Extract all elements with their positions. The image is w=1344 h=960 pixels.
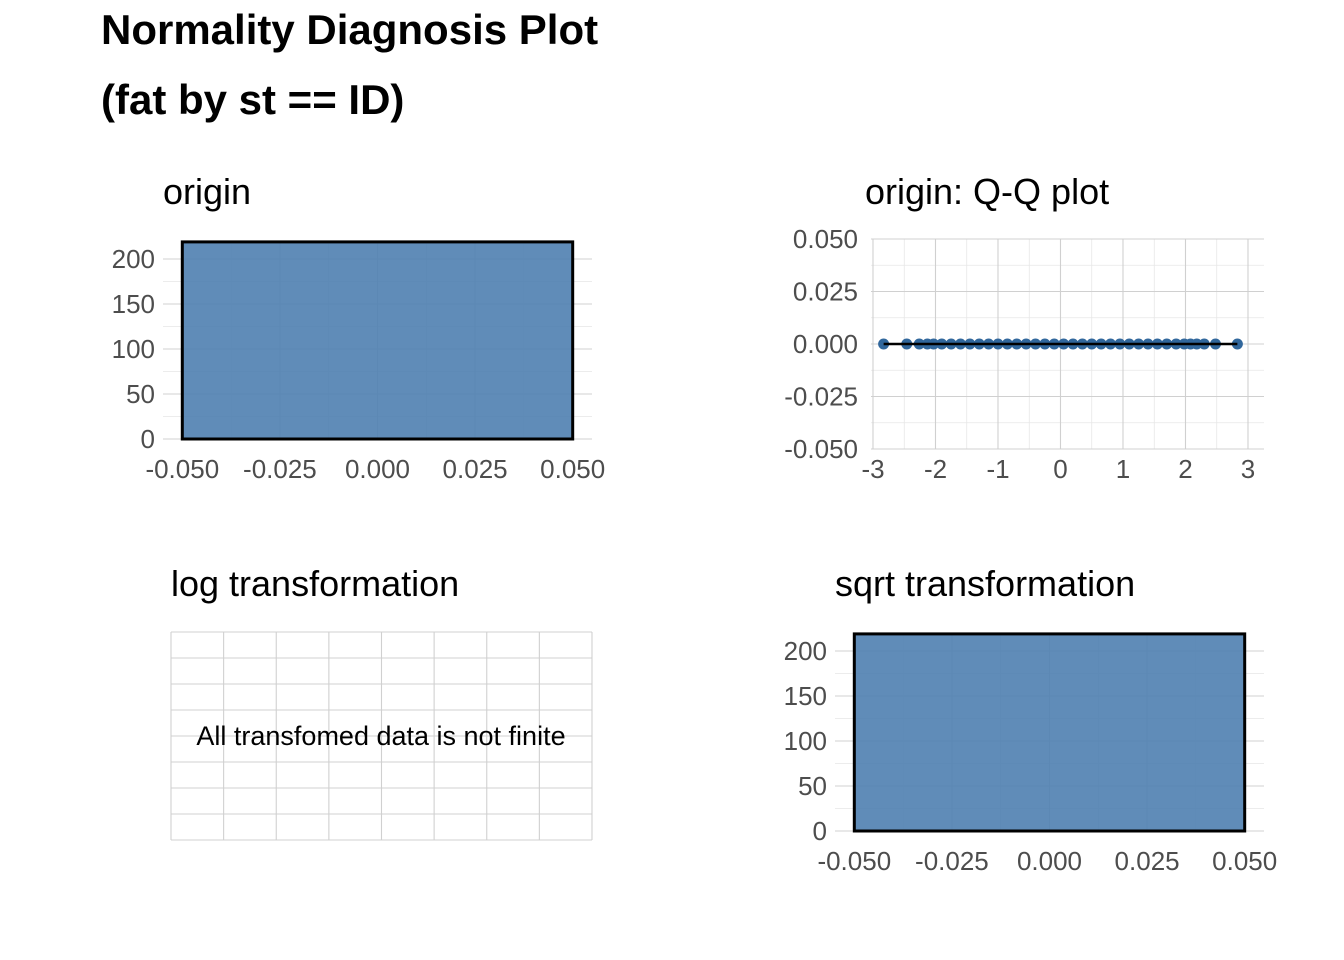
qq-x-tick-label: 0 — [1053, 454, 1067, 484]
sqrt-y-tick-label: 100 — [784, 726, 827, 756]
origin-x-tick-label: 0.000 — [345, 454, 410, 484]
qq-plot: -3 -2 -1 0 1 2 3 -0.050 -0.025 0.000 0.025 0.050 — [784, 224, 1264, 484]
qq-y-tick-label: -0.050 — [784, 434, 858, 464]
qq-x-tick-label: 2 — [1178, 454, 1192, 484]
origin-y-tick-label: 50 — [126, 379, 155, 409]
origin-y-tick-label: 100 — [112, 334, 155, 364]
sqrt-y-tick-label: 50 — [798, 771, 827, 801]
log-panel-message: All transfomed data is not finite — [196, 721, 565, 751]
sqrt-x-tick-label: 0.050 — [1212, 846, 1277, 876]
qq-x-tick-label: -1 — [986, 454, 1009, 484]
qq-y-tick-label: 0.025 — [793, 277, 858, 307]
qq-x-tick-label: 1 — [1116, 454, 1130, 484]
sqrt-y-tick-label: 0 — [813, 816, 827, 846]
figure-title-line2: (fat by st == ID) — [101, 76, 404, 123]
sqrt-x-tick-label: 0.025 — [1115, 846, 1180, 876]
origin-y-tick-label: 0 — [141, 424, 155, 454]
sqrt-x-tick-label: 0.000 — [1017, 846, 1082, 876]
sqrt-y-tick-label: 150 — [784, 681, 827, 711]
origin-panel-title: origin — [163, 171, 251, 212]
qq-x-tick-label: -2 — [924, 454, 947, 484]
origin-x-tick-label: 0.050 — [540, 454, 605, 484]
log-plot — [170, 631, 593, 841]
qq-y-tick-label: 0.050 — [793, 224, 858, 254]
log-panel-title: log transformation — [171, 563, 459, 604]
origin-y-tick-label: 200 — [112, 244, 155, 274]
qq-panel-title: origin: Q-Q plot — [865, 171, 1109, 212]
origin-x-tick-label: -0.050 — [145, 454, 219, 484]
origin-plot: -0.050 -0.025 0.000 0.025 0.050 0 50 100 150 200 — [112, 240, 605, 484]
sqrt-plot: -0.050 -0.025 0.000 0.025 0.050 0 50 100 150 200 — [784, 632, 1277, 876]
qq-x-tick-label: -3 — [861, 454, 884, 484]
figure-title-line1: Normality Diagnosis Plot — [101, 6, 598, 53]
sqrt-x-tick-label: -0.025 — [915, 846, 989, 876]
sqrt-x-tick-label: -0.050 — [817, 846, 891, 876]
qq-y-tick-label: 0.000 — [793, 329, 858, 359]
origin-y-tick-label: 150 — [112, 289, 155, 319]
sqrt-histogram-bar — [852, 632, 1247, 833]
origin-x-tick-label: 0.025 — [443, 454, 508, 484]
origin-x-tick-label: -0.025 — [243, 454, 317, 484]
qq-y-tick-label: -0.025 — [784, 382, 858, 412]
origin-histogram-bar — [180, 240, 575, 441]
qq-x-tick-label: 3 — [1241, 454, 1255, 484]
sqrt-y-tick-label: 200 — [784, 636, 827, 666]
sqrt-panel-title: sqrt transformation — [835, 563, 1135, 604]
